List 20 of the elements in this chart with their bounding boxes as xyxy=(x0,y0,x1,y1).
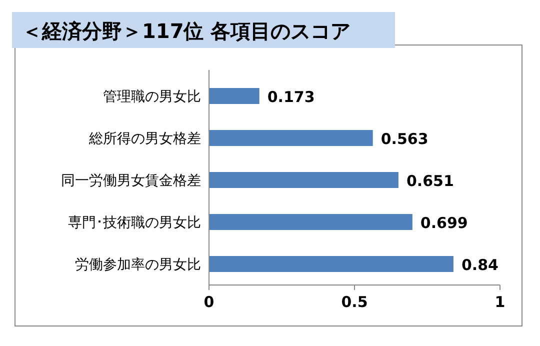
data-label: 0.651 xyxy=(406,172,454,190)
data-label: 0.563 xyxy=(380,130,428,148)
y-tick-label: 労働参加率の男女比 xyxy=(75,257,201,273)
x-tick-label: 0.5 xyxy=(341,293,368,311)
chart-title: ＜経済分野＞117位 各項目のスコア xyxy=(22,19,351,43)
x-tick-label: 1 xyxy=(494,293,506,311)
data-label: 0.84 xyxy=(461,256,498,274)
data-label: 0.699 xyxy=(420,214,468,232)
bar xyxy=(209,172,398,188)
y-tick-label: 同一労働男女賃金格差 xyxy=(61,173,201,189)
y-tick-label: 専門･技術職の男女比 xyxy=(68,215,201,231)
bar xyxy=(209,130,373,146)
bar xyxy=(209,256,454,272)
x-tick-label: 0 xyxy=(204,293,214,311)
y-tick-label: 管理職の男女比 xyxy=(103,89,201,105)
bar xyxy=(209,214,412,230)
data-label: 0.173 xyxy=(267,88,315,106)
y-tick-label: 総所得の男女格差 xyxy=(88,131,201,147)
bar xyxy=(209,88,260,104)
title: ＜経済分野＞117位 各項目のスコア xyxy=(12,12,395,48)
